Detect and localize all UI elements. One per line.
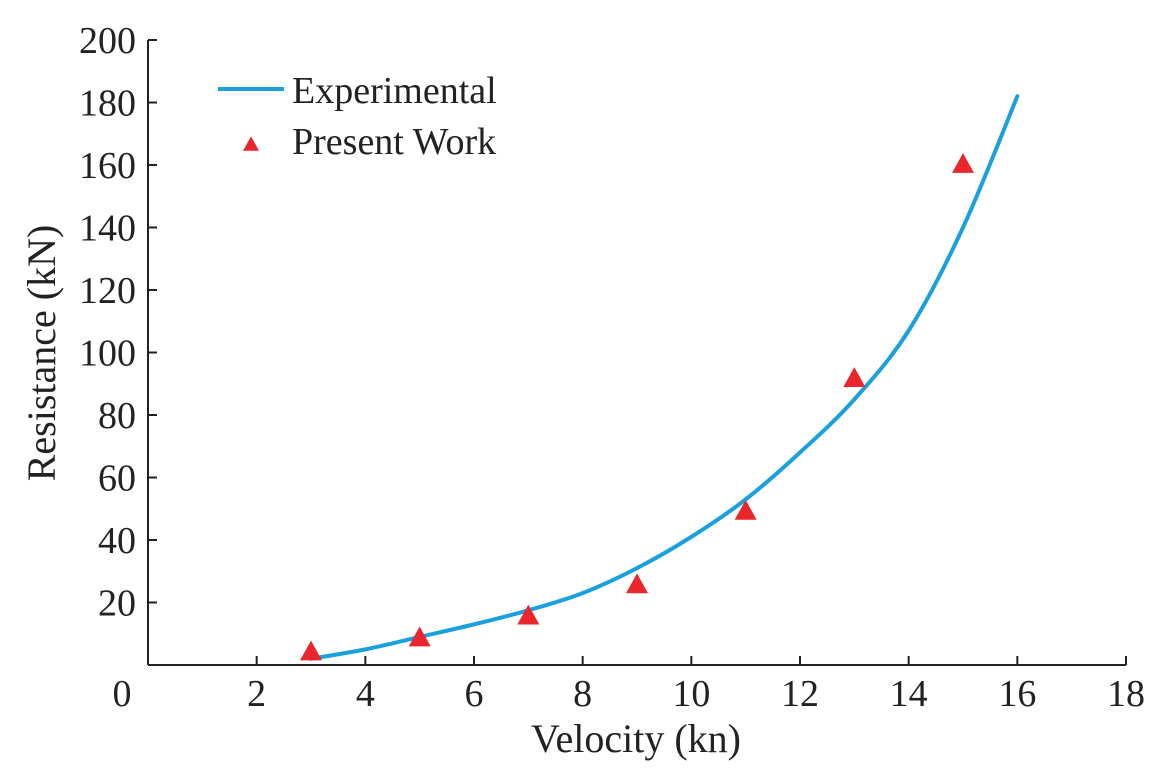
experimental-series-line (309, 94, 1020, 661)
x-tick-label: 10 (672, 673, 710, 715)
x-tick-label: 4 (356, 673, 375, 715)
present-work-point (626, 573, 648, 594)
y-tick-label: 140 (79, 208, 136, 250)
legend-triangle-swatch (243, 136, 259, 151)
y-tick-label: 80 (98, 395, 136, 437)
y-tick-label: 200 (79, 20, 136, 62)
x-tick-label: 2 (247, 673, 266, 715)
y-tick-label: 180 (79, 83, 136, 125)
y-tick-label: 60 (98, 458, 136, 500)
axes (147, 39, 1127, 666)
legend-label-present-work: Present Work (292, 121, 496, 163)
tick-labels: 0 2 4 6 8 10 12 14 16 18 20 40 60 80 100 120 140 160 180 20… (79, 20, 1145, 715)
present-work-point (952, 153, 974, 173)
x-tick-label: 12 (781, 673, 819, 715)
y-tick-label: 40 (98, 520, 136, 562)
x-axis-title: Velocity (kn) (531, 716, 741, 761)
series (300, 94, 1020, 661)
x-tick-label: 8 (573, 673, 592, 715)
x-tick-label: 14 (890, 673, 928, 715)
legend-label-experimental: Experimental (292, 70, 497, 112)
x-tick-label: 18 (1107, 673, 1145, 715)
legend: Experimental Present Work (218, 70, 497, 163)
x-tick-label: 16 (998, 673, 1036, 715)
y-tick-label: 160 (79, 145, 136, 187)
x-tick-label: 6 (465, 673, 484, 715)
x-tick-label: 0 (113, 673, 132, 715)
present-work-point (843, 367, 866, 387)
present-work-point (408, 626, 431, 647)
y-tick-label: 120 (79, 270, 136, 312)
present-work-point (734, 499, 757, 520)
present-work-point (517, 604, 540, 625)
y-tick-label: 20 (98, 583, 136, 625)
present-work-point (300, 640, 322, 661)
y-tick-label: 100 (79, 333, 136, 375)
y-axis-title: Resistance (kN) (19, 225, 64, 482)
